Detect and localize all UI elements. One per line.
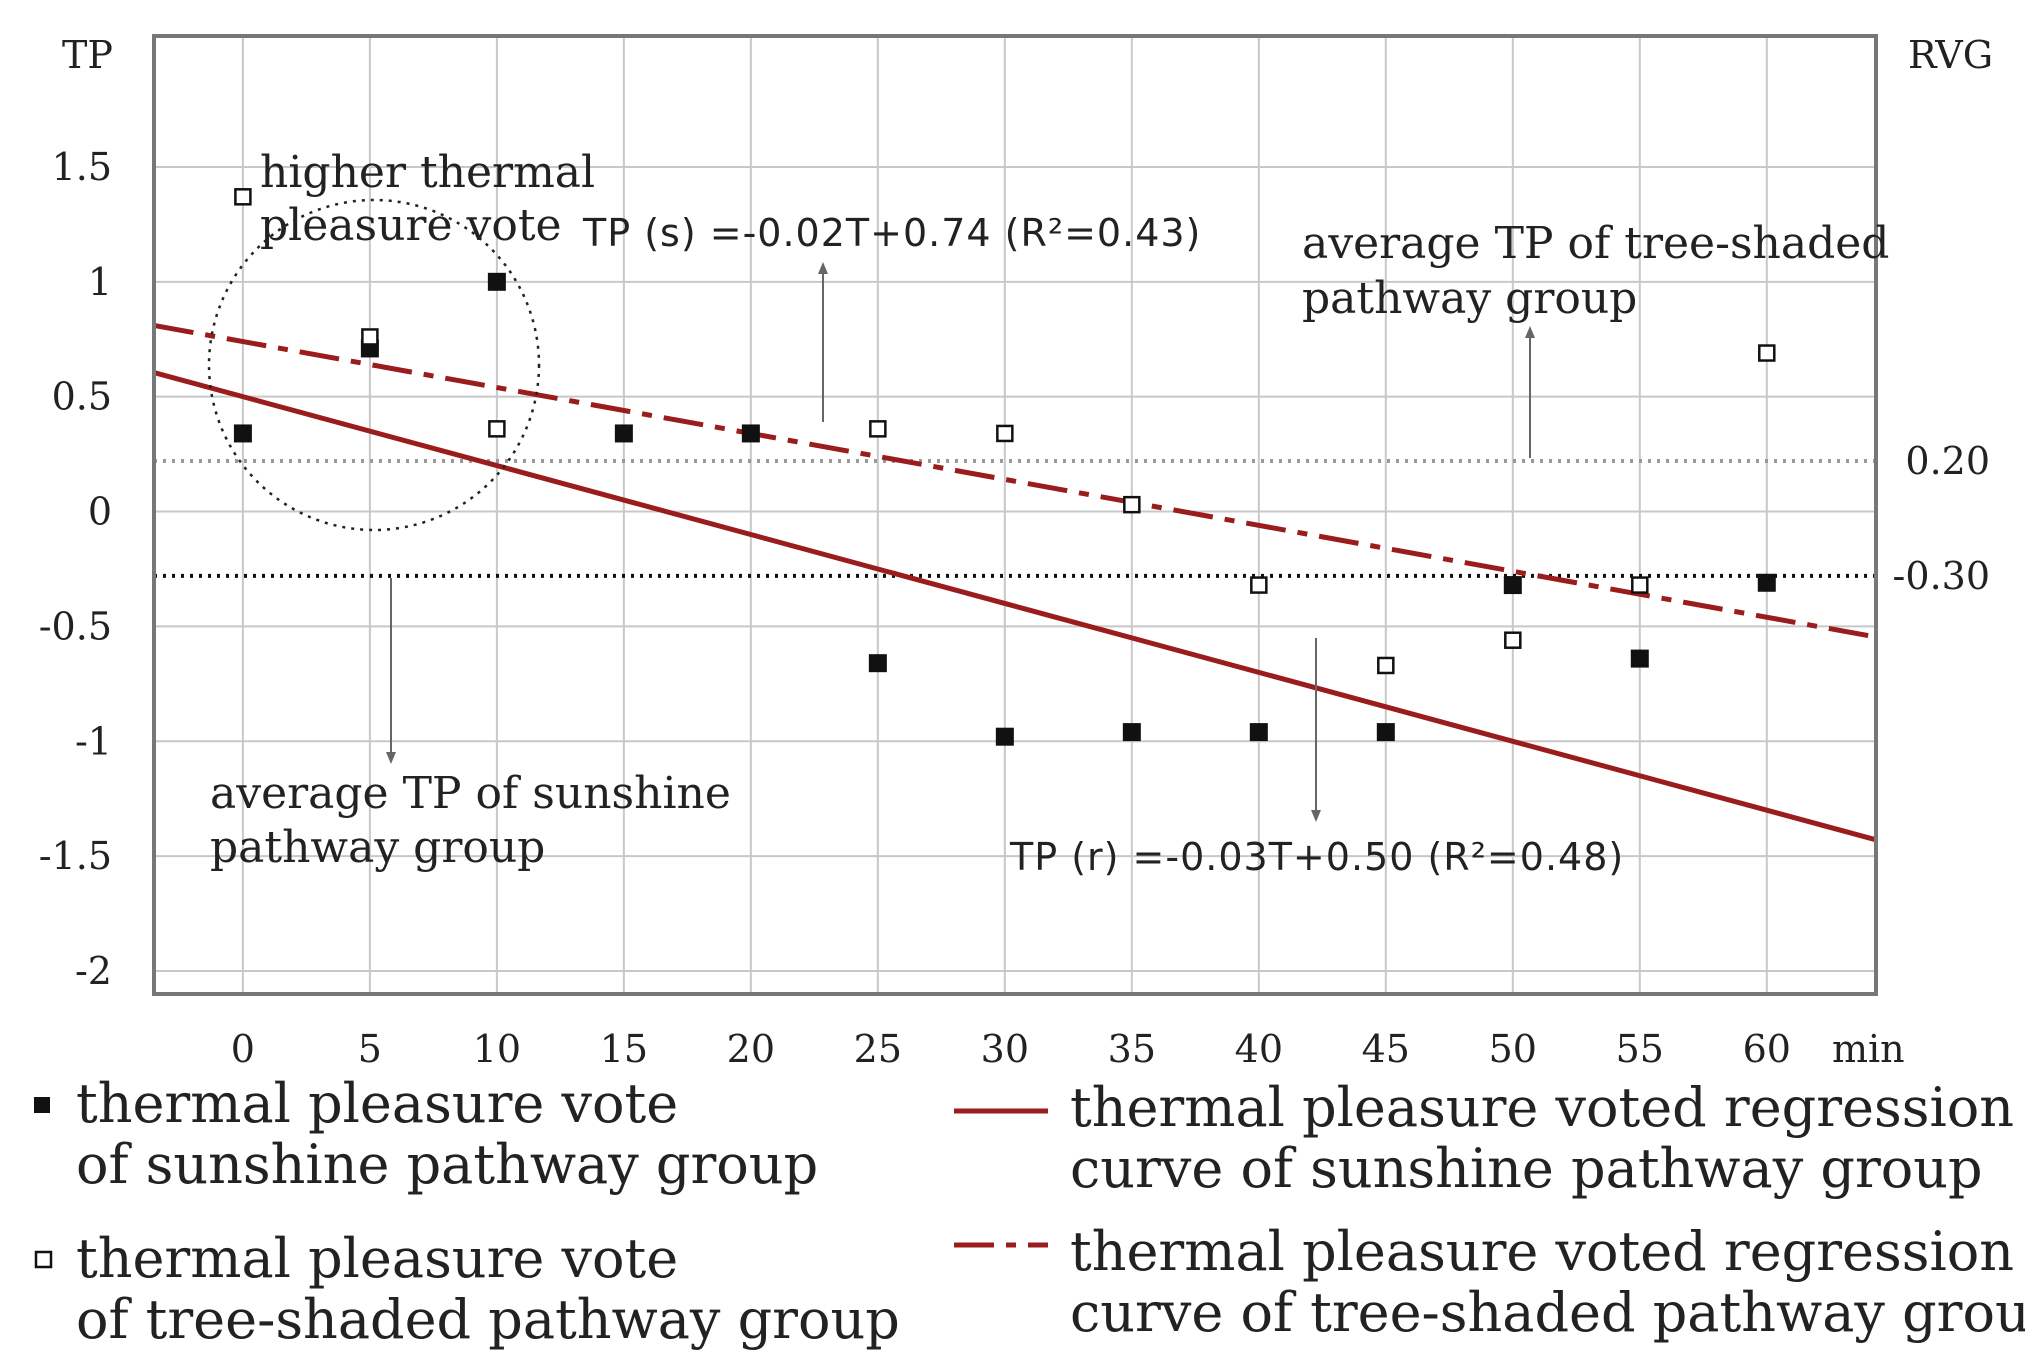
x-tick-label: 50 xyxy=(1489,1027,1537,1071)
x-tick-label: 10 xyxy=(473,1027,521,1071)
x-tick-label: 15 xyxy=(600,1027,648,1071)
point-shaded xyxy=(869,420,887,438)
data-points xyxy=(233,188,1776,746)
point-shaded xyxy=(1504,631,1522,649)
y-tick-label: 0.5 xyxy=(52,375,112,419)
x-tick-label: 5 xyxy=(358,1027,382,1071)
equation-sunshine-arrowhead xyxy=(1311,810,1321,822)
annotation-tree-avg-2: pathway group xyxy=(1302,273,1637,324)
legend-label-shaded-regression-1: thermal pleasure voted regression xyxy=(1070,1220,2014,1283)
point-sunshine xyxy=(1503,576,1522,595)
regression-line-shaded xyxy=(153,323,1877,640)
sunshine-avg-value: -0.30 xyxy=(1893,554,1990,598)
point-shaded xyxy=(1250,576,1268,594)
legend-marker-sunshine-vote xyxy=(34,1097,50,1113)
legend-label-shaded-regression-2: curve of tree-shaded pathway group xyxy=(1070,1281,2025,1344)
point-shaded xyxy=(1123,495,1141,514)
plot-frame xyxy=(152,34,1878,996)
annotation-higher-vote-1: higher thermal xyxy=(260,147,595,198)
point-sunshine xyxy=(1757,573,1776,592)
x-tick-labels: 0 5 10 15 20 25 30 35 40 45 50 55 60 xyxy=(231,1027,1791,1071)
regression-line-sunshine xyxy=(153,370,1877,843)
legend-label-sunshine-vote-1: thermal pleasure vote xyxy=(76,1072,678,1135)
annotation-sun-avg-1: average TP of sunshine xyxy=(210,768,731,819)
point-sunshine xyxy=(1122,723,1141,742)
y-tick-label: 1 xyxy=(88,260,112,304)
y-tick-label: 0 xyxy=(88,490,112,534)
y-tick-label: -1 xyxy=(75,719,112,763)
legend-label-sunshine-regression-2: curve of sunshine pathway group xyxy=(1070,1137,1983,1200)
point-shaded xyxy=(1377,656,1395,675)
regression-lines xyxy=(153,323,1877,843)
tree-avg-value: 0.20 xyxy=(1905,439,1990,483)
point-shaded xyxy=(234,188,252,206)
legend-label-shaded-vote-2: of tree-shaded pathway group xyxy=(76,1288,900,1351)
x-tick-label: 25 xyxy=(854,1027,902,1071)
annotation-tree-avg-1: average TP of tree-shaded xyxy=(1302,218,1889,269)
point-sunshine xyxy=(1630,649,1649,668)
point-sunshine xyxy=(614,424,633,443)
x-tick-label: 40 xyxy=(1235,1027,1283,1071)
x-tick-label: 60 xyxy=(1743,1027,1791,1071)
x-axis-label: min xyxy=(1832,1027,1905,1071)
point-shaded xyxy=(361,328,379,346)
point-shaded xyxy=(1631,576,1649,594)
sun-avg-arrowhead xyxy=(386,752,396,764)
y-tick-label: -1.5 xyxy=(39,834,112,878)
point-sunshine xyxy=(233,424,252,443)
highlight-circle xyxy=(207,198,541,532)
y-tick-label: -2 xyxy=(75,949,112,993)
point-shaded xyxy=(996,424,1014,443)
x-tick-label: 30 xyxy=(981,1027,1029,1071)
legend: thermal pleasure vote of sunshine pathwa… xyxy=(34,1072,2025,1351)
y-tick-label: 1.5 xyxy=(52,145,112,189)
legend-label-sunshine-regression-1: thermal pleasure voted regression xyxy=(1070,1076,2014,1139)
equation-shaded: TP (s) =-0.02T+0.74 (R²=0.43) xyxy=(582,211,1201,255)
x-tick-label: 45 xyxy=(1362,1027,1410,1071)
equation-shaded-arrowhead xyxy=(818,262,828,274)
point-sunshine xyxy=(995,727,1014,746)
y-tick-labels: 1.5 1 0.5 0 -0.5 -1 -1.5 -2 xyxy=(39,145,112,993)
point-sunshine xyxy=(1376,723,1395,742)
y-tick-label: -0.5 xyxy=(39,604,112,648)
point-shaded xyxy=(1758,344,1776,362)
legend-label-sunshine-vote-2: of sunshine pathway group xyxy=(76,1133,818,1196)
reference-line-labels: 0.20 -0.30 xyxy=(1893,439,1990,598)
legend-label-shaded-vote-1: thermal pleasure vote xyxy=(76,1227,678,1290)
point-sunshine xyxy=(741,424,760,443)
point-shaded xyxy=(488,420,506,438)
point-sunshine xyxy=(1249,723,1268,742)
gridlines xyxy=(154,36,1876,994)
tree-avg-arrowhead xyxy=(1525,326,1535,338)
legend-marker-shaded-vote xyxy=(34,1250,53,1269)
equation-sunshine: TP (r) =-0.03T+0.50 (R²=0.48) xyxy=(1009,835,1624,879)
annotation-sun-avg-2: pathway group xyxy=(210,822,545,873)
annotation-higher-vote-2: pleasure vote xyxy=(260,200,562,251)
point-sunshine xyxy=(487,272,506,291)
x-tick-label: 0 xyxy=(231,1027,255,1071)
x-tick-label: 35 xyxy=(1108,1027,1156,1071)
x-tick-label: 20 xyxy=(727,1027,775,1071)
y-axis-label: TP xyxy=(62,33,113,77)
point-sunshine xyxy=(868,654,887,673)
x-tick-label: 55 xyxy=(1616,1027,1664,1071)
y2-axis-label: RVG xyxy=(1908,33,1993,77)
